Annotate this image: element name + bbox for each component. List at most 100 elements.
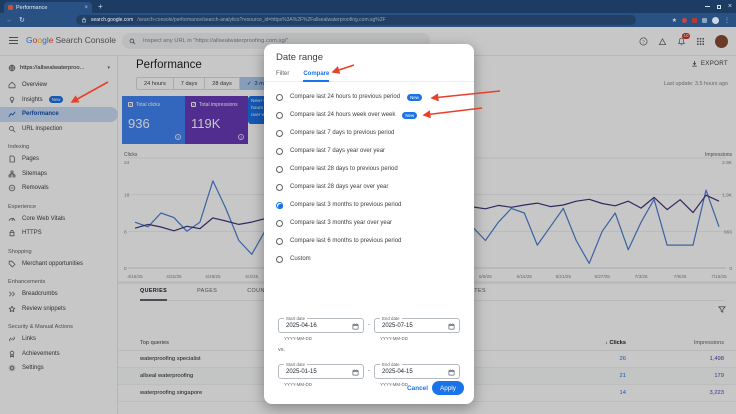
col-top-queries[interactable]: Top queries: [140, 340, 169, 346]
help-icon[interactable]: ?: [639, 37, 648, 46]
sidebar-item-removals[interactable]: Removals: [0, 181, 118, 196]
notifications-bell-icon[interactable]: 10: [677, 32, 691, 46]
help-icon[interactable]: ?: [175, 134, 181, 140]
calendar-icon[interactable]: [448, 369, 455, 376]
removals-icon: [8, 184, 16, 192]
radio-unselected[interactable]: [276, 147, 283, 155]
check-icon: ✓: [246, 80, 252, 87]
checkbox-checked-icon[interactable]: ✓: [191, 102, 196, 107]
tab-pages[interactable]: PAGES: [197, 288, 218, 294]
hamburger-menu-icon[interactable]: [9, 37, 18, 44]
sidebar-item-core-web-vitals[interactable]: Core Web Vitals: [0, 212, 118, 227]
window-maximize-icon[interactable]: [716, 4, 721, 9]
dialog-tab-filter[interactable]: Filter: [276, 71, 290, 77]
browser-menu-icon[interactable]: ⋮: [724, 17, 730, 24]
tab-close-icon[interactable]: ×: [84, 4, 88, 11]
tab-queries[interactable]: QUERIES: [140, 284, 168, 301]
new-tab-button[interactable]: +: [98, 2, 103, 11]
end-date-field-1[interactable]: End date 2025-07-15: [374, 316, 460, 333]
account-avatar[interactable]: [715, 34, 728, 48]
radio-unselected[interactable]: [276, 165, 283, 173]
sidebar-item-url-inspection[interactable]: URL inspection: [0, 122, 118, 137]
extension-icon[interactable]: [682, 17, 687, 23]
back-icon[interactable]: ←: [6, 16, 13, 24]
bookmark-star-icon[interactable]: ★: [671, 17, 677, 24]
left-tick: 8: [124, 229, 127, 235]
sidebar-item-links[interactable]: Links: [0, 332, 118, 347]
radio-unselected[interactable]: [276, 237, 283, 245]
end-date-field-2[interactable]: End date 2025-04-15: [374, 362, 460, 379]
sidebar-item-settings[interactable]: Settings: [0, 361, 118, 376]
extension-icon[interactable]: [692, 17, 697, 23]
sidebar-item-performance[interactable]: Performance: [0, 107, 118, 122]
option-compare-last-3-months-to-previous-period[interactable]: Compare last 3 months to previous period: [264, 196, 474, 214]
new-badge: New: [407, 93, 422, 101]
metric-card-total-clicks[interactable]: ✓ Total clicks 936?: [122, 96, 185, 144]
option-compare-last-7-days-to-previous-period[interactable]: Compare last 7 days to previous period: [264, 124, 474, 142]
col-clicks[interactable]: ↓ Clicks: [546, 340, 626, 346]
calendar-icon[interactable]: [448, 323, 455, 330]
end-date-label: End date: [380, 362, 402, 367]
clicks-cell: 21: [619, 373, 626, 379]
window-minimize-icon[interactable]: [704, 6, 710, 7]
start-date-field-1[interactable]: Start date 2025-04-16: [278, 316, 364, 333]
date-chip-24-hours[interactable]: 24 hours: [136, 77, 174, 90]
property-selector[interactable]: https://allsealwaterproo... ▾: [0, 60, 118, 76]
checkbox-checked-icon[interactable]: ✓: [128, 102, 133, 107]
sidebar-item-insights[interactable]: Insights New: [0, 93, 118, 108]
sidebar-item-review-snippets[interactable]: Review snippets: [0, 302, 118, 317]
radio-unselected[interactable]: [276, 129, 283, 137]
sidebar-item-pages[interactable]: Pages: [0, 152, 118, 167]
calendar-icon[interactable]: [352, 369, 359, 376]
sidebar-item-https[interactable]: HTTPS: [0, 226, 118, 241]
option-compare-last-24-hours-to-previous-period[interactable]: Compare last 24 hours to previous period…: [264, 88, 474, 106]
col-impressions[interactable]: Impressions: [693, 340, 724, 346]
dialog-tab-compare[interactable]: Compare: [303, 68, 330, 82]
date-chip-7-days[interactable]: 7 days: [173, 77, 206, 90]
browser-profile-avatar[interactable]: [712, 16, 719, 24]
filter-funnel-icon[interactable]: [718, 306, 726, 313]
radio-unselected[interactable]: [276, 93, 283, 101]
apps-grid-icon[interactable]: [696, 37, 705, 46]
extensions-puzzle-icon[interactable]: [702, 17, 707, 23]
sidebar: https://allsealwaterproo... ▾ Overview In…: [0, 56, 118, 414]
apply-button[interactable]: Apply: [432, 381, 464, 395]
help-icon[interactable]: ?: [238, 134, 244, 140]
option-custom[interactable]: Custom: [264, 250, 474, 268]
sidebar-item-label: Breadcrumbs: [22, 291, 58, 298]
window-close-icon[interactable]: ×: [727, 3, 732, 10]
option-compare-last-7-days-year-over-year[interactable]: Compare last 7 days year over year: [264, 142, 474, 160]
sidebar-item-overview[interactable]: Overview: [0, 78, 118, 93]
option-compare-last-28-days-year-over-year[interactable]: Compare last 28 days year over year: [264, 178, 474, 196]
address-bar[interactable]: search.google.com /search-console/perfor…: [76, 15, 636, 25]
radio-unselected[interactable]: [276, 255, 283, 263]
radio-unselected[interactable]: [276, 219, 283, 227]
option-compare-last-6-months-to-previous-period[interactable]: Compare last 6 months to previous period: [264, 232, 474, 250]
logo-suffix: Search Console: [55, 35, 116, 45]
option-label: Compare last 3 months to previous period: [290, 202, 402, 208]
metric-card-total-impressions[interactable]: ✓ Total impressions 119K?: [185, 96, 248, 144]
cancel-button[interactable]: Cancel: [407, 385, 428, 392]
browser-tab[interactable]: Performance ×: [4, 2, 92, 13]
calendar-icon[interactable]: [352, 323, 359, 330]
option-compare-last-28-days-to-previous-period[interactable]: Compare last 28 days to previous period: [264, 160, 474, 178]
sidebar-item-sitemaps[interactable]: Sitemaps: [0, 167, 118, 182]
feedback-icon[interactable]: [658, 37, 667, 46]
site-info-icon[interactable]: [81, 17, 87, 23]
option-compare-last-3-months-year-over-year[interactable]: Compare last 3 months year over year: [264, 214, 474, 232]
radio-selected[interactable]: [276, 201, 283, 209]
app-logo[interactable]: Google Search Console: [26, 35, 116, 45]
sidebar-item-merchant-opportunities[interactable]: Merchant opportunities: [0, 257, 118, 272]
reload-icon[interactable]: ↻: [19, 17, 25, 24]
tab-dates[interactable]: DATES: [466, 288, 486, 294]
start-date-field-2[interactable]: Start date 2025-01-15: [278, 362, 364, 379]
sidebar-item-achievements[interactable]: Achievements: [0, 347, 118, 362]
radio-unselected[interactable]: [276, 183, 283, 191]
sidebar-item-breadcrumbs[interactable]: Breadcrumbs: [0, 287, 118, 302]
radio-unselected[interactable]: [276, 111, 283, 119]
export-button[interactable]: EXPORT: [691, 60, 728, 67]
option-compare-last-24-hours-week-over-week[interactable]: Compare last 24 hours week over week New: [264, 106, 474, 124]
x-tick: 4/28/25: [205, 274, 221, 279]
date-chip-28-days[interactable]: 28 days: [205, 77, 240, 90]
search-input[interactable]: [141, 37, 423, 45]
